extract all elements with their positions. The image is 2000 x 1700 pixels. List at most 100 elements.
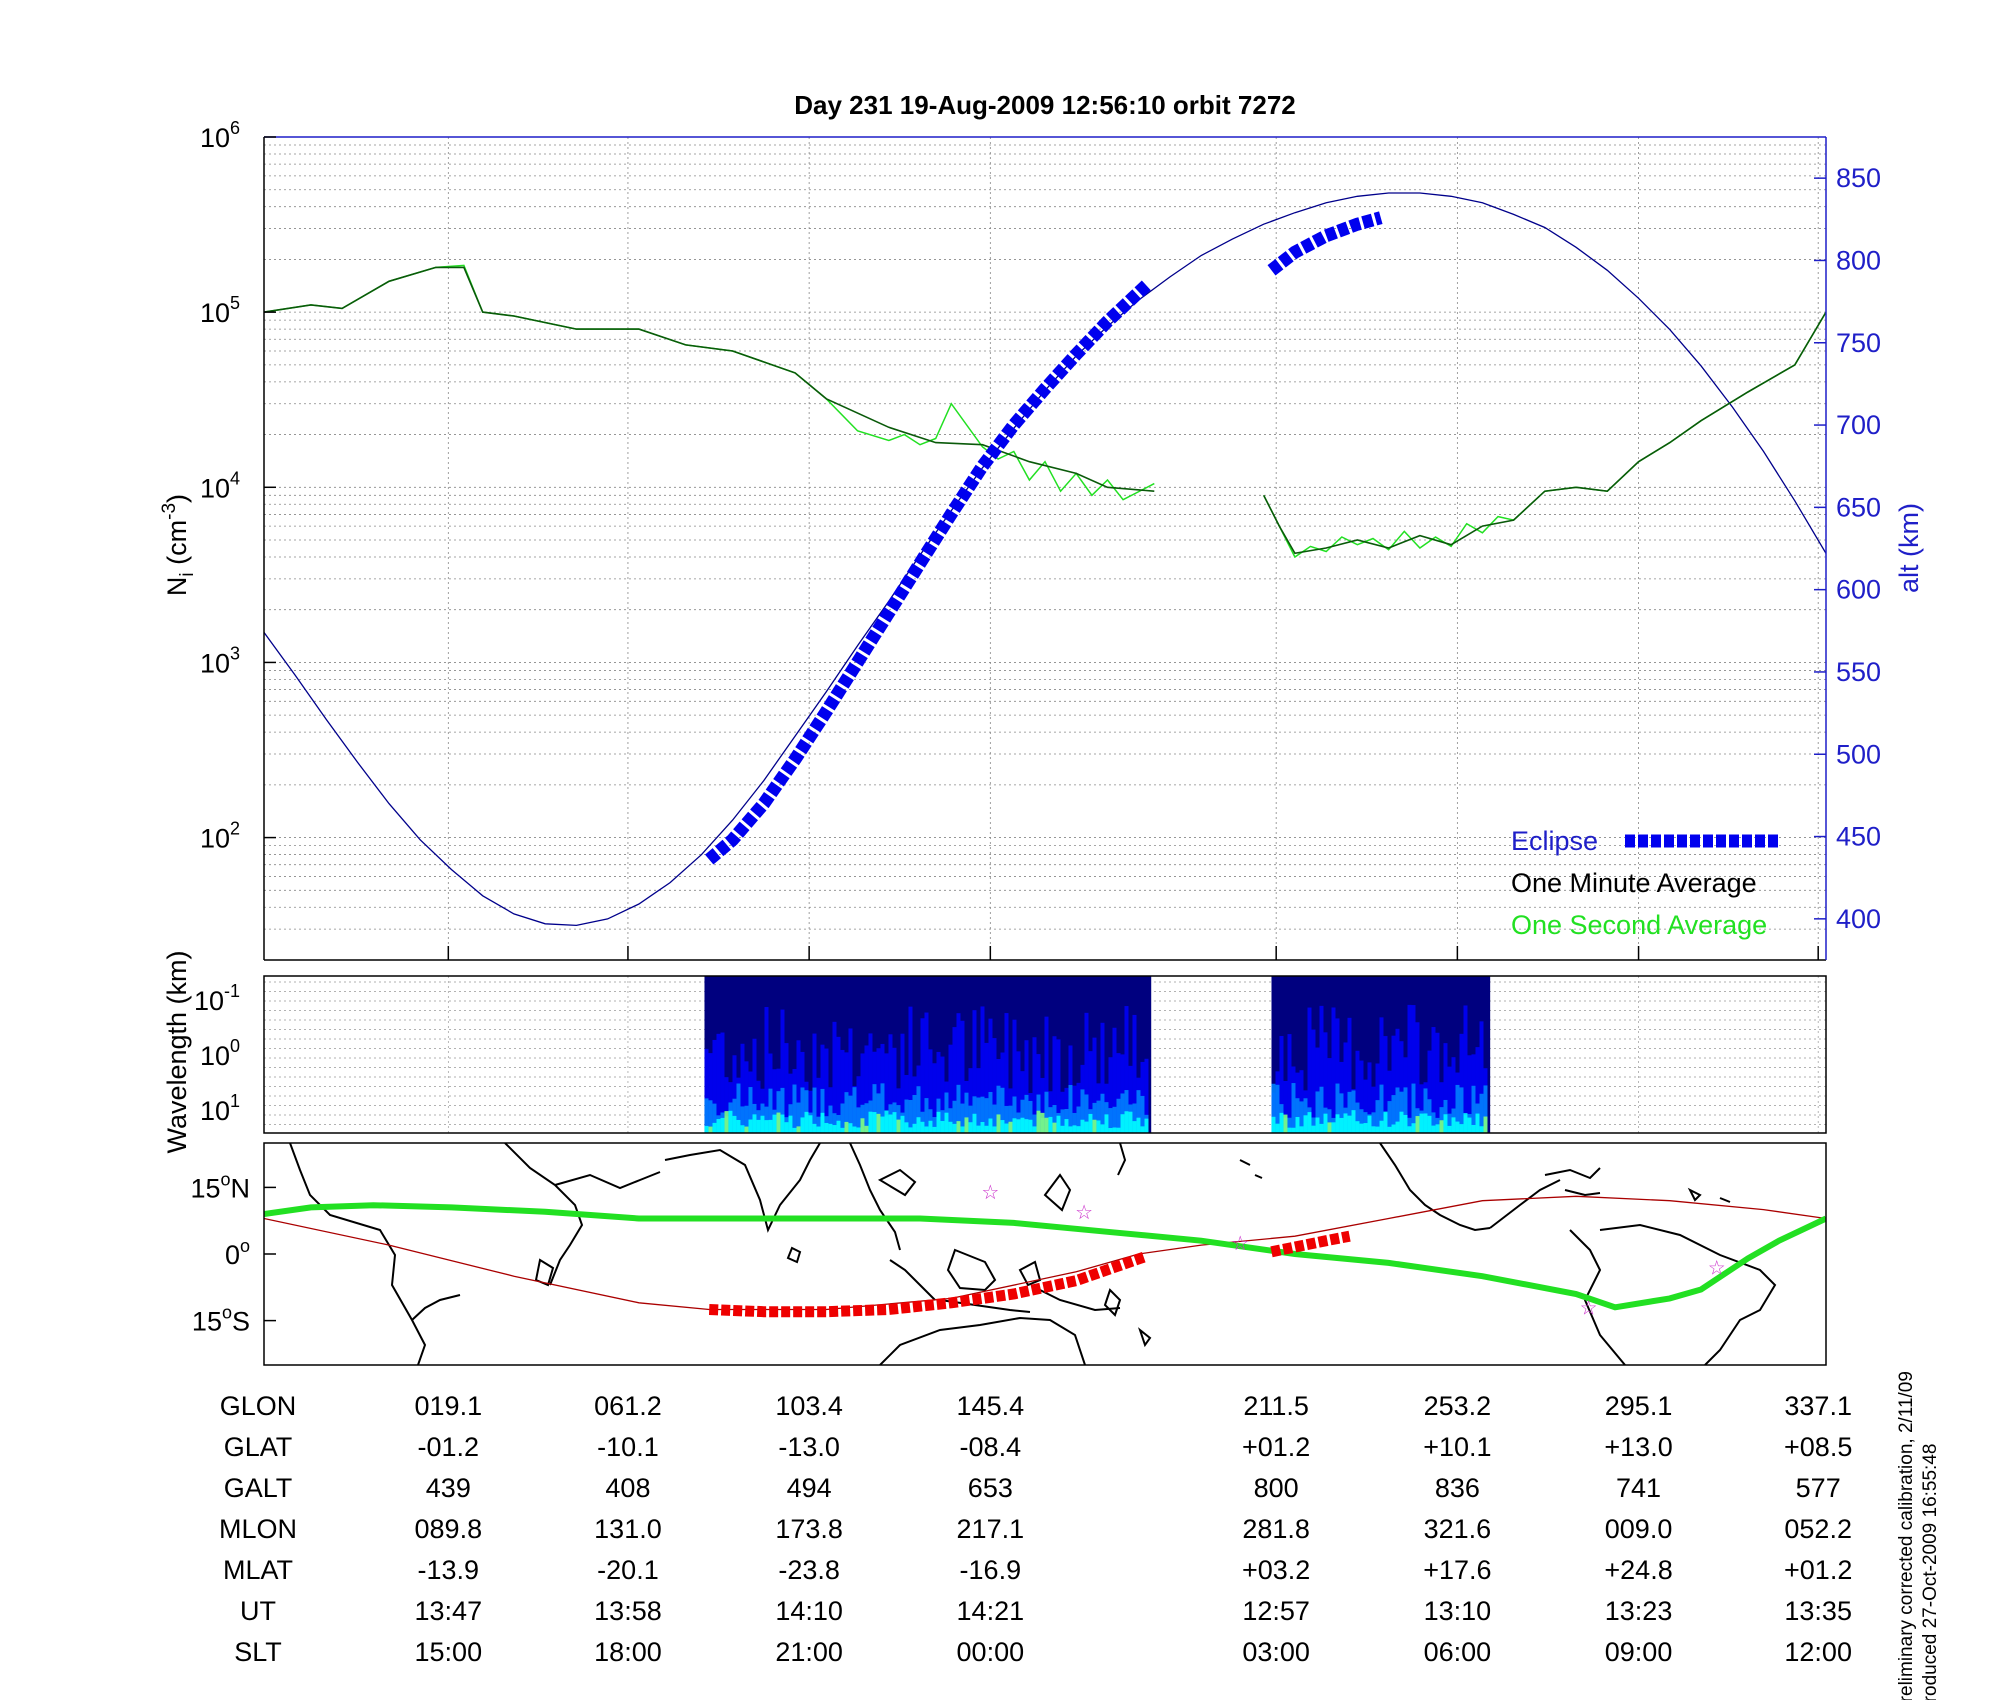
table-row-label: MLON	[219, 1514, 297, 1544]
spectrogram-cell	[800, 1117, 805, 1133]
spectrogram-cell	[876, 1113, 881, 1133]
spectrogram-cell	[1000, 1087, 1005, 1133]
spectrogram-cell	[932, 1063, 937, 1133]
spectrogram-cell	[1040, 1077, 1045, 1133]
spectrogram-cell	[1419, 1113, 1424, 1133]
spectrogram-cell	[868, 1033, 873, 1133]
spectrogram-cell	[876, 1048, 881, 1133]
one-minute-segment	[264, 266, 1155, 492]
spectrogram-cell	[744, 1105, 749, 1133]
table-cell: 295.1	[1605, 1391, 1673, 1421]
table-cell: +08.5	[1784, 1432, 1852, 1462]
y-tick-label: 800	[1836, 245, 1881, 275]
spectrogram-cell	[988, 1091, 993, 1133]
spectrogram-cell	[948, 1044, 953, 1133]
spectrogram-cell	[1423, 1088, 1428, 1133]
spectrogram-cell	[1355, 1102, 1360, 1133]
spectrogram-cell	[968, 1105, 973, 1133]
spectrogram-blocks	[704, 976, 1491, 1133]
spectrogram-cell	[1419, 1084, 1424, 1133]
spectrogram-cell	[1004, 1105, 1009, 1133]
spectrogram-cell	[1363, 1123, 1368, 1133]
spectrogram-cell	[1092, 1037, 1097, 1133]
spectrogram-cell	[1315, 1091, 1320, 1133]
one-minute-average-lines	[264, 266, 1826, 555]
spectrogram-cell	[796, 1102, 801, 1133]
spectrogram-cell	[740, 1106, 745, 1133]
spectrogram-cell	[1311, 1117, 1316, 1133]
table-cell: 14:21	[957, 1596, 1025, 1626]
spectrogram-cell	[1072, 1112, 1077, 1133]
spectrogram-cell	[976, 1125, 981, 1133]
spectrogram-cell	[748, 1087, 753, 1133]
spectrogram-cell	[732, 1055, 737, 1133]
spectrogram-cell	[916, 1086, 921, 1133]
spectrogram-cell	[1012, 1118, 1017, 1133]
spectrogram-cell	[764, 1106, 769, 1133]
y-tick-label: 850	[1836, 163, 1881, 193]
spectrogram-cell	[1108, 1057, 1113, 1133]
spectrogram-cell	[768, 1088, 773, 1133]
spectrogram-cell	[1327, 1109, 1332, 1133]
spectrogram-cell	[1116, 1053, 1121, 1133]
spectrogram-cell	[1447, 1113, 1452, 1133]
spectrogram-cell	[1096, 1120, 1101, 1133]
spectrogram-cell	[1076, 1106, 1081, 1133]
eclipse-segment	[705, 280, 1151, 865]
spectrogram-cell	[1128, 1111, 1133, 1133]
orbit-parameter-table: GLON GLAT GALT MLON MLAT UT SLT 019.1 -01.2 439 08…	[219, 1391, 1852, 1667]
spectrogram-cell	[1467, 1055, 1472, 1133]
y-tick-label: 104	[200, 468, 240, 503]
spectrogram-cell	[1451, 1117, 1456, 1133]
spectrogram-cell	[772, 1069, 777, 1133]
table-cell: 217.1	[957, 1514, 1025, 1544]
main-grid	[264, 144, 1826, 961]
spectrogram-cell	[736, 1083, 741, 1133]
spectrogram-cell	[1479, 1021, 1484, 1133]
table-cell: 408	[605, 1473, 650, 1503]
spectrogram-cell	[788, 1073, 793, 1133]
spectrogram-cell	[1068, 1084, 1073, 1133]
spectrogram-cell	[1339, 1117, 1344, 1133]
y-tick-label: 650	[1836, 492, 1881, 522]
spectrogram-cell	[836, 1120, 841, 1133]
spectrogram-cell	[960, 1103, 965, 1133]
spectrogram-cell	[1347, 1115, 1352, 1133]
main-x-ticks	[447, 946, 1819, 960]
table-cell: 18:00	[594, 1637, 662, 1667]
spectrogram-cell	[1395, 1121, 1400, 1133]
spectrogram-cell	[1411, 1005, 1416, 1133]
spectrogram-cell	[832, 1125, 837, 1133]
spectrogram-cell	[808, 1090, 813, 1133]
spectrogram-cell	[1363, 1079, 1368, 1133]
spectrogram-cell	[1443, 1043, 1448, 1133]
spectrogram-cell	[1443, 1114, 1448, 1133]
spectrogram-cell	[944, 1112, 949, 1133]
spectrogram-cell	[1407, 1117, 1412, 1133]
spectrogram-cell	[1028, 1119, 1033, 1133]
spectrogram-cell	[1387, 1101, 1392, 1133]
y-tick-label: 100	[200, 1036, 240, 1071]
spectrogram-cell	[1088, 1051, 1093, 1133]
spectrogram-cell	[1475, 1047, 1480, 1133]
spectrogram-cell	[908, 1127, 913, 1133]
spectrogram-cell	[1092, 1119, 1097, 1133]
spectrogram-cell	[1375, 1063, 1380, 1133]
spectrogram-cell	[980, 1096, 985, 1133]
spectrogram-cell	[1379, 1120, 1384, 1133]
spectrogram-cell	[964, 1117, 969, 1133]
spectrogram-cell	[1427, 1050, 1432, 1133]
spectrogram-cell	[968, 1122, 973, 1133]
table-cell: 06:00	[1424, 1637, 1492, 1667]
table-cell: -23.8	[778, 1555, 840, 1585]
spectrogram-cell	[816, 1077, 821, 1133]
table-cell: +10.1	[1423, 1432, 1491, 1462]
table-cell: 321.6	[1424, 1514, 1492, 1544]
spectrogram-cell	[1435, 1124, 1440, 1133]
spectrogram-cell	[904, 1099, 909, 1133]
spectrogram-cell	[1036, 1110, 1041, 1133]
spectrogram-cell	[1395, 1028, 1400, 1133]
spectrogram-cell	[772, 1114, 777, 1133]
table-row-label: MLAT	[223, 1555, 293, 1585]
table-cell: -10.1	[597, 1432, 659, 1462]
